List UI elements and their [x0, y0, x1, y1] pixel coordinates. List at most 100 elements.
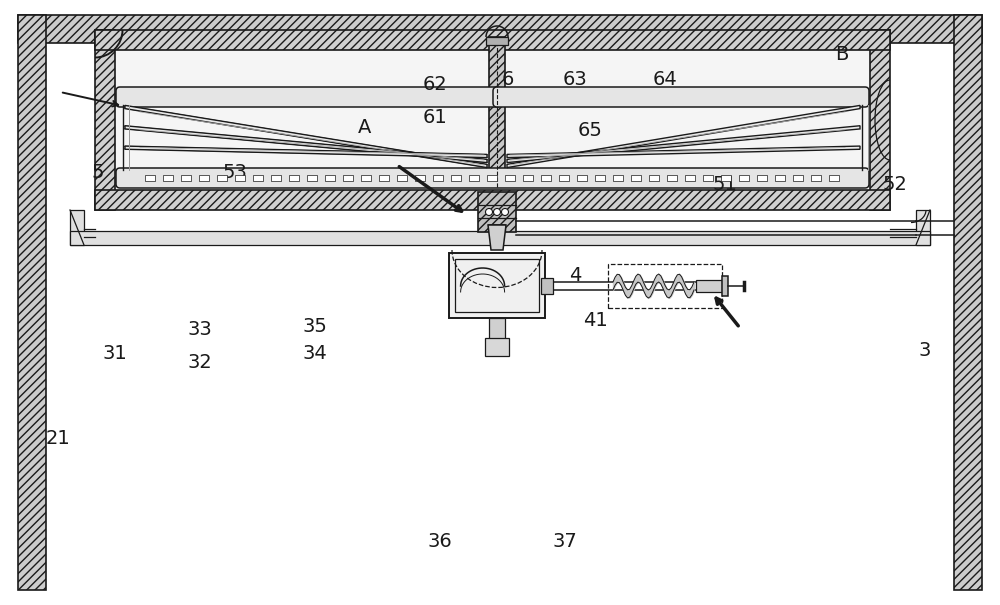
Text: 52: 52 — [883, 175, 907, 194]
Bar — [235, 175, 245, 181]
Text: 64: 64 — [653, 70, 677, 90]
Bar — [775, 175, 785, 181]
Bar — [757, 175, 767, 181]
Text: 61: 61 — [423, 108, 447, 128]
Text: 3: 3 — [919, 341, 931, 361]
Text: 37: 37 — [553, 532, 577, 551]
Bar — [433, 175, 443, 181]
Polygon shape — [488, 225, 506, 250]
Bar — [289, 175, 299, 181]
Text: 65: 65 — [578, 120, 602, 140]
Bar — [595, 175, 605, 181]
Bar — [451, 175, 461, 181]
Bar — [523, 175, 533, 181]
Bar — [449, 253, 545, 318]
Text: 53: 53 — [223, 163, 247, 182]
Text: 31: 31 — [103, 344, 127, 364]
Bar — [485, 338, 509, 356]
Bar — [307, 175, 317, 181]
Text: 51: 51 — [713, 175, 737, 194]
Bar — [253, 175, 263, 181]
Ellipse shape — [502, 209, 509, 215]
Bar — [685, 175, 695, 181]
Polygon shape — [125, 146, 487, 157]
FancyBboxPatch shape — [116, 87, 501, 107]
Bar — [95, 30, 115, 210]
Bar — [489, 225, 505, 232]
Text: 63: 63 — [563, 70, 587, 90]
Bar — [559, 175, 569, 181]
Ellipse shape — [486, 209, 492, 215]
Text: 35: 35 — [303, 317, 327, 336]
Bar — [478, 192, 516, 232]
Bar — [721, 175, 731, 181]
Text: 42: 42 — [493, 266, 517, 285]
Bar — [70, 231, 930, 245]
Text: A: A — [358, 117, 372, 137]
Bar — [95, 30, 890, 50]
Ellipse shape — [494, 209, 501, 215]
FancyBboxPatch shape — [116, 168, 869, 188]
Bar — [541, 278, 553, 294]
Bar — [577, 175, 587, 181]
Bar — [541, 175, 551, 181]
Text: 21: 21 — [46, 429, 70, 448]
Bar — [163, 175, 173, 181]
Bar — [829, 175, 839, 181]
Polygon shape — [507, 105, 860, 168]
Bar — [361, 175, 371, 181]
Text: 33: 33 — [188, 320, 212, 339]
Bar — [18, 15, 982, 43]
Text: 36: 36 — [428, 532, 452, 551]
Polygon shape — [507, 126, 860, 163]
Bar — [397, 175, 407, 181]
Bar — [870, 30, 890, 210]
Bar — [271, 175, 281, 181]
Bar — [608, 264, 722, 308]
Bar — [667, 175, 677, 181]
Bar — [489, 225, 505, 232]
Bar — [145, 175, 155, 181]
Bar — [811, 175, 821, 181]
Bar — [95, 190, 890, 210]
Bar — [489, 318, 505, 340]
Text: 4: 4 — [569, 266, 581, 285]
Bar — [631, 175, 641, 181]
Polygon shape — [507, 146, 860, 157]
Bar — [199, 175, 209, 181]
Bar — [70, 210, 84, 245]
Bar — [703, 175, 713, 181]
Bar — [793, 175, 803, 181]
Bar — [379, 175, 389, 181]
Bar — [486, 37, 508, 45]
Bar — [18, 15, 46, 590]
Bar — [115, 50, 870, 190]
Text: 32: 32 — [188, 353, 212, 373]
Bar — [649, 175, 659, 181]
Text: 41: 41 — [583, 311, 607, 330]
Bar — [505, 175, 515, 181]
Bar — [217, 175, 227, 181]
Text: 5: 5 — [92, 163, 104, 182]
Bar — [739, 175, 749, 181]
Bar — [325, 175, 335, 181]
Bar — [487, 175, 497, 181]
Bar — [613, 175, 623, 181]
Bar — [696, 280, 722, 292]
Bar — [954, 15, 982, 590]
Bar — [181, 175, 191, 181]
Bar — [722, 276, 728, 296]
Bar — [916, 210, 930, 245]
Bar — [469, 175, 479, 181]
Text: 62: 62 — [423, 75, 447, 94]
Text: 34: 34 — [303, 344, 327, 364]
Bar — [455, 259, 539, 312]
Text: 6: 6 — [502, 70, 514, 90]
Bar — [343, 175, 353, 181]
FancyBboxPatch shape — [493, 87, 869, 107]
Polygon shape — [125, 105, 487, 168]
Bar — [489, 37, 505, 187]
Bar — [415, 175, 425, 181]
Text: B: B — [835, 45, 849, 64]
Polygon shape — [125, 126, 487, 163]
